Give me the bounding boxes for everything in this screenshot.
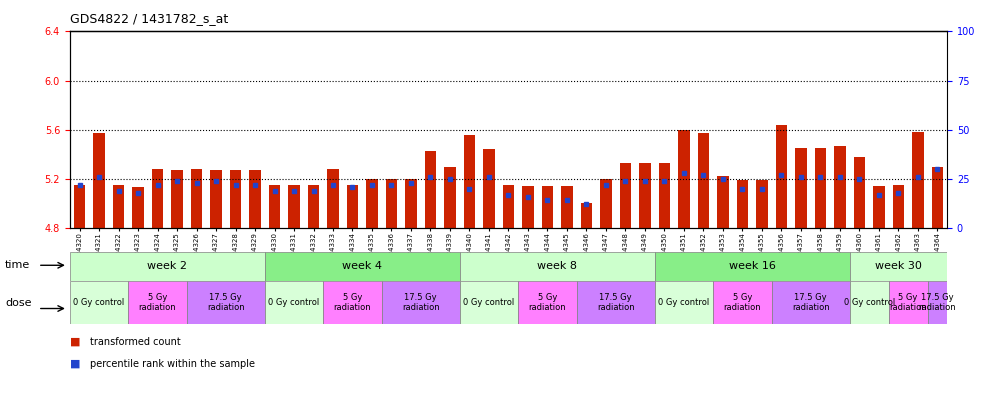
Bar xyxy=(502,185,514,228)
Bar xyxy=(717,176,729,228)
Bar xyxy=(776,125,788,228)
Text: week 8: week 8 xyxy=(537,261,577,271)
FancyBboxPatch shape xyxy=(70,281,129,324)
Bar xyxy=(366,179,378,228)
FancyBboxPatch shape xyxy=(129,281,186,324)
Text: time: time xyxy=(5,260,30,270)
Bar xyxy=(522,186,533,228)
Bar xyxy=(386,179,398,228)
Bar xyxy=(619,163,631,228)
Bar xyxy=(444,167,456,228)
Bar xyxy=(229,170,241,228)
FancyBboxPatch shape xyxy=(576,281,655,324)
Text: 17.5 Gy
radiation: 17.5 Gy radiation xyxy=(597,293,634,312)
Text: 17.5 Gy
radiation: 17.5 Gy radiation xyxy=(792,293,830,312)
Bar xyxy=(484,149,495,228)
Bar xyxy=(190,169,202,228)
Bar xyxy=(815,148,827,228)
Bar xyxy=(737,180,749,228)
Text: 0 Gy control: 0 Gy control xyxy=(268,298,320,307)
FancyBboxPatch shape xyxy=(655,252,849,281)
Text: ■: ■ xyxy=(70,337,81,347)
Bar xyxy=(210,170,222,228)
FancyBboxPatch shape xyxy=(849,252,947,281)
Bar xyxy=(912,132,924,228)
Text: 0 Gy control: 0 Gy control xyxy=(658,298,710,307)
Text: dose: dose xyxy=(5,298,32,308)
Bar xyxy=(425,151,437,228)
Bar xyxy=(795,148,807,228)
Bar xyxy=(308,185,319,228)
Bar xyxy=(756,180,768,228)
Bar xyxy=(853,157,865,228)
Bar xyxy=(327,169,339,228)
Bar xyxy=(834,146,845,228)
Text: week 30: week 30 xyxy=(875,261,922,271)
Text: 5 Gy
radiation: 5 Gy radiation xyxy=(528,293,566,312)
FancyBboxPatch shape xyxy=(772,281,849,324)
Text: transformed count: transformed count xyxy=(90,337,180,347)
Text: week 2: week 2 xyxy=(148,261,187,271)
FancyBboxPatch shape xyxy=(265,281,323,324)
FancyBboxPatch shape xyxy=(713,281,772,324)
Bar xyxy=(698,133,709,228)
Text: 5 Gy
radiation: 5 Gy radiation xyxy=(724,293,762,312)
Bar xyxy=(931,167,943,228)
Bar xyxy=(133,187,144,228)
Bar xyxy=(288,185,300,228)
Text: GDS4822 / 1431782_s_at: GDS4822 / 1431782_s_at xyxy=(70,12,228,25)
Bar xyxy=(268,185,280,228)
FancyBboxPatch shape xyxy=(323,281,382,324)
Text: ■: ■ xyxy=(70,358,81,369)
Text: 17.5 Gy
radiation: 17.5 Gy radiation xyxy=(918,293,956,312)
Text: percentile rank within the sample: percentile rank within the sample xyxy=(90,358,254,369)
Text: 17.5 Gy
radiation: 17.5 Gy radiation xyxy=(207,293,244,312)
Text: week 16: week 16 xyxy=(729,261,776,271)
Bar xyxy=(678,130,690,228)
Text: 5 Gy
radiation: 5 Gy radiation xyxy=(139,293,176,312)
FancyBboxPatch shape xyxy=(186,281,265,324)
Bar xyxy=(561,186,573,228)
FancyBboxPatch shape xyxy=(265,252,460,281)
Bar xyxy=(580,204,592,228)
Text: 0 Gy control: 0 Gy control xyxy=(464,298,514,307)
Bar xyxy=(464,135,476,228)
Text: 17.5 Gy
radiation: 17.5 Gy radiation xyxy=(402,293,440,312)
Text: week 4: week 4 xyxy=(342,261,382,271)
Text: 5 Gy
radiation: 5 Gy radiation xyxy=(889,293,927,312)
Text: 0 Gy control: 0 Gy control xyxy=(843,298,894,307)
FancyBboxPatch shape xyxy=(382,281,460,324)
Bar xyxy=(405,179,417,228)
Bar xyxy=(873,186,884,228)
Bar xyxy=(74,185,86,228)
Bar xyxy=(249,170,261,228)
Bar xyxy=(347,185,358,228)
Bar xyxy=(600,179,612,228)
FancyBboxPatch shape xyxy=(460,252,655,281)
FancyBboxPatch shape xyxy=(518,281,576,324)
FancyBboxPatch shape xyxy=(460,281,518,324)
Bar xyxy=(639,163,651,228)
Bar xyxy=(113,185,125,228)
FancyBboxPatch shape xyxy=(70,252,265,281)
Text: 5 Gy
radiation: 5 Gy radiation xyxy=(334,293,371,312)
Bar xyxy=(892,185,904,228)
Text: 0 Gy control: 0 Gy control xyxy=(74,298,125,307)
Bar xyxy=(93,133,105,228)
Bar xyxy=(171,170,182,228)
Bar xyxy=(659,163,670,228)
FancyBboxPatch shape xyxy=(655,281,713,324)
FancyBboxPatch shape xyxy=(927,281,947,324)
Bar xyxy=(541,186,553,228)
FancyBboxPatch shape xyxy=(888,281,927,324)
FancyBboxPatch shape xyxy=(849,281,888,324)
Bar xyxy=(152,169,164,228)
